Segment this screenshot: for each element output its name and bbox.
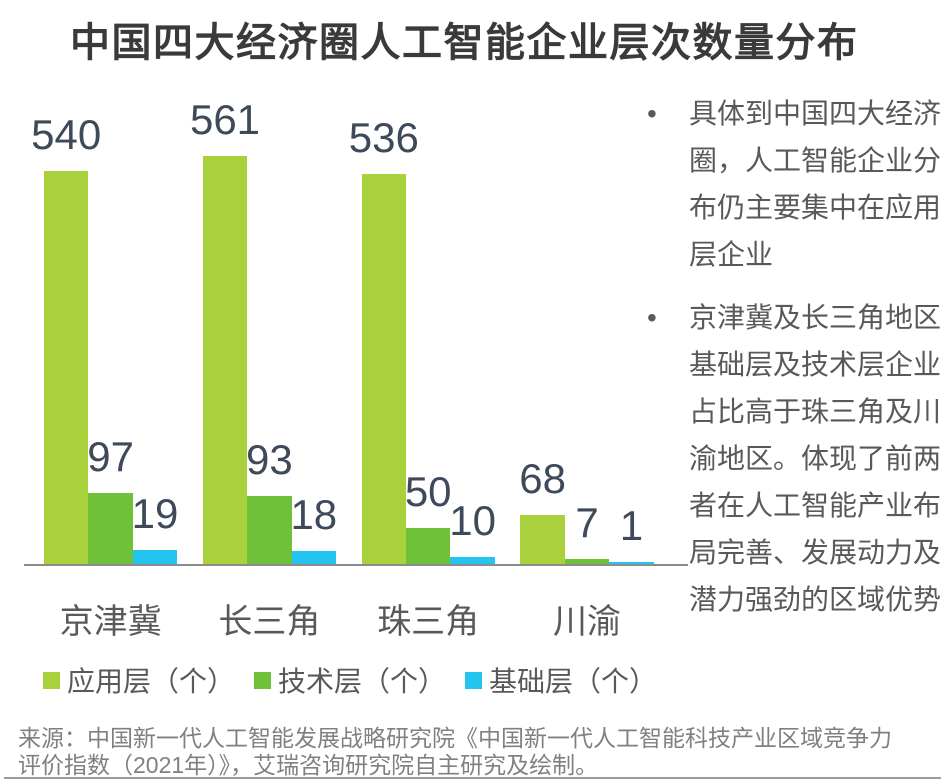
legend-item-technology-layer: 技术层（个） [254, 660, 446, 700]
bar-application-layer [44, 171, 89, 564]
bottom-divider [4, 777, 941, 779]
chart-legend: 应用层（个） 技术层（个） 基础层（个） [43, 660, 676, 700]
bar-value-label: 68 [519, 454, 566, 502]
category-label: 京津冀 [59, 603, 162, 641]
legend-label: 技术层（个） [278, 666, 447, 697]
bar-basic-layer [450, 556, 495, 564]
insight-text: 具体到中国四大经济 圈，人工智能企业分 布仍主要集中在应用 层企业 [689, 98, 942, 270]
legend-swatch-icon [254, 671, 272, 689]
bar-basic-layer [132, 550, 178, 564]
legend-label: 基础层（个） [489, 666, 658, 697]
insights-panel: • 具体到中国四大经济 圈，人工智能企业分 布仍主要集中在应用 层企业 • 京津冀及长… [641, 90, 941, 639]
page-title: 中国四大经济圈人工智能企业层次数量分布 [70, 21, 859, 65]
insight-item: • 京津冀及长三角地区 基础层及技术层企业 占比高于珠三角及川 渝地区。体现了前两… [641, 294, 941, 623]
bullet-icon: • [647, 302, 657, 333]
bar-value-label: 93 [246, 436, 293, 484]
category-label: 珠三角 [377, 603, 480, 641]
bar-basic-layer [291, 550, 336, 564]
legend-swatch-icon [465, 671, 483, 689]
bar-value-label: 7 [575, 498, 599, 546]
bar-value-label: 50 [404, 467, 452, 515]
legend-item-basic-layer: 基础层（个） [465, 660, 657, 700]
bar-value-label: 19 [131, 490, 179, 538]
bar-value-label: 97 [87, 433, 134, 481]
bar-value-label: 1 [619, 502, 644, 549]
bar-technology-layer [88, 493, 133, 564]
bar-application-layer [520, 514, 565, 564]
bullet-icon: • [647, 98, 657, 129]
bar-value-label: 536 [348, 114, 419, 162]
bar-chart: 540 97 19 京津冀 561 93 18 长三角 536 50 10 珠三角 68 7 1 川渝 [24, 96, 688, 641]
bar-technology-layer [406, 527, 451, 564]
bar-basic-layer [609, 562, 654, 564]
legend-label: 应用层（个） [67, 666, 236, 697]
x-axis-line [24, 564, 688, 566]
legend-swatch-icon [43, 671, 60, 689]
insight-item: • 具体到中国四大经济 圈，人工智能企业分 布仍主要集中在应用 层企业 [641, 90, 941, 278]
category-label: 川渝 [553, 603, 621, 641]
bar-application-layer [202, 156, 248, 564]
bar-value-label: 561 [189, 96, 261, 143]
bar-technology-layer [564, 558, 610, 564]
bar-value-label: 10 [449, 496, 496, 544]
bar-application-layer [361, 174, 406, 564]
insight-text: 京津冀及长三角地区 基础层及技术层企业 占比高于珠三角及川 渝地区。体现了前两 … [689, 302, 942, 615]
bar-value-label: 18 [290, 490, 338, 538]
bar-technology-layer [247, 496, 292, 564]
bar-value-label: 540 [31, 111, 102, 159]
legend-item-application-layer: 应用层（个） [43, 660, 235, 700]
source-note: 来源：中国新一代人工智能发展战略研究院《中国新一代人工智能科技产业区域竞争力 评… [18, 725, 892, 778]
category-label: 长三角 [218, 603, 321, 641]
